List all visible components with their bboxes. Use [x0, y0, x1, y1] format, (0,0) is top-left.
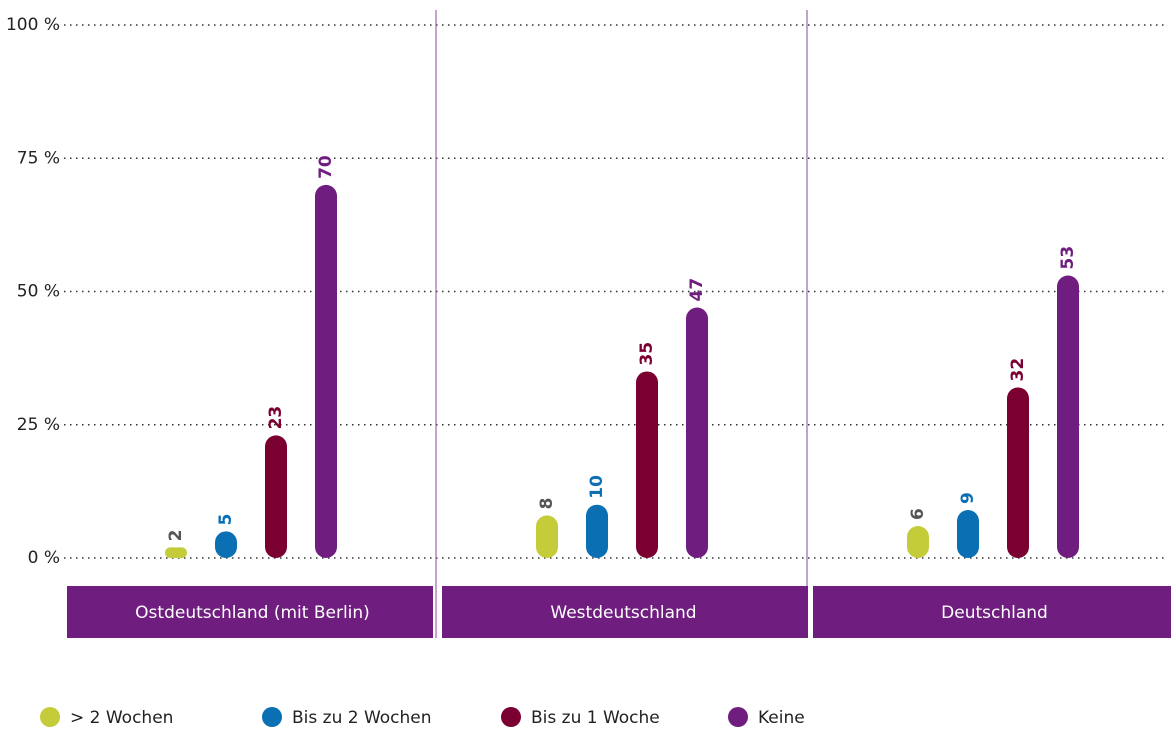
- bar: [686, 307, 708, 558]
- legend-swatch: [262, 707, 282, 727]
- legend-label: Bis zu 2 Wochen: [292, 708, 432, 728]
- bar: [536, 515, 558, 558]
- bar: [957, 510, 979, 558]
- bar: [315, 184, 337, 558]
- category-band: [813, 586, 1171, 638]
- legend-swatch: [728, 707, 748, 727]
- bar: [586, 504, 608, 558]
- value-label: 32: [1008, 358, 1028, 382]
- legend-swatch: [501, 707, 521, 727]
- value-label: 6: [908, 508, 928, 520]
- value-label: 23: [266, 406, 286, 430]
- y-tick-label: 25 %: [17, 415, 60, 435]
- legend-label: > 2 Wochen: [70, 708, 173, 728]
- legend-label: Bis zu 1 Woche: [531, 708, 660, 728]
- bar: [1057, 275, 1079, 558]
- bar: [165, 547, 187, 558]
- bar: [636, 371, 658, 558]
- bar: [1007, 387, 1029, 558]
- bar: [265, 435, 287, 558]
- bar: [215, 531, 237, 558]
- x-tick-label: Ostdeutschland (mit Berlin): [135, 603, 370, 623]
- value-label: 2: [166, 529, 186, 541]
- value-label: 47: [687, 278, 707, 302]
- y-tick-label: 100 %: [6, 15, 60, 35]
- y-tick-label: 0 %: [28, 548, 60, 568]
- y-tick-label: 75 %: [17, 148, 60, 168]
- value-label: 35: [637, 342, 657, 366]
- x-tick-label: Westdeutschland: [550, 603, 696, 623]
- value-label: 70: [316, 155, 336, 179]
- value-label: 53: [1058, 246, 1078, 270]
- category-band: [67, 586, 433, 638]
- legend-label: Keine: [758, 708, 805, 728]
- category-band: [442, 586, 808, 638]
- legend-swatch: [40, 707, 60, 727]
- bar: [907, 526, 929, 558]
- value-label: 10: [587, 475, 607, 499]
- x-tick-label: Deutschland: [941, 603, 1048, 623]
- value-label: 9: [958, 492, 978, 504]
- value-label: 8: [537, 498, 557, 510]
- y-tick-label: 50 %: [17, 282, 60, 302]
- value-label: 5: [216, 514, 236, 526]
